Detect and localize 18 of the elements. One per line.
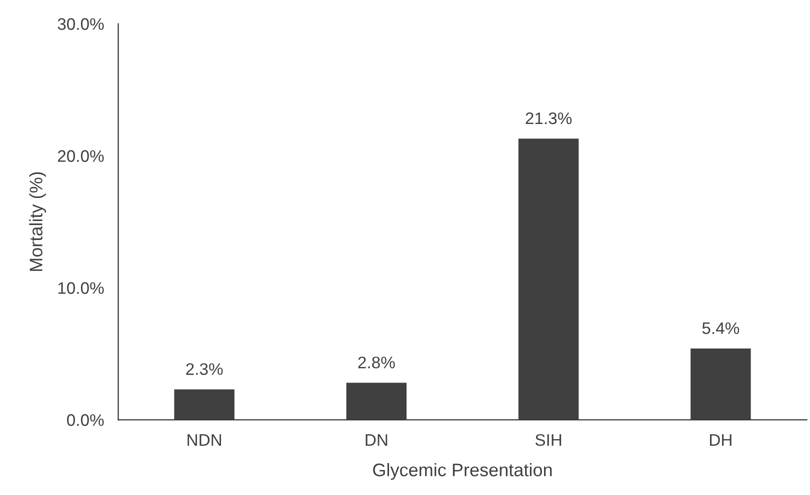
data-label: 2.8%: [358, 356, 395, 368]
y-tick-label: 10.0%: [58, 282, 104, 294]
bar: [518, 138, 579, 420]
x-tick-label: DH: [710, 434, 732, 446]
bar: [346, 382, 407, 420]
x-tick-label: NDN: [188, 434, 222, 446]
x-tick-label: DN: [366, 434, 388, 446]
x-axis-title: Glycemic Presentation: [373, 463, 552, 480]
y-axis-title: Mortality (%): [29, 172, 46, 271]
x-tick-label: SIH: [535, 434, 562, 446]
y-tick-label: 20.0%: [58, 150, 104, 162]
data-label: 5.4%: [702, 322, 740, 334]
data-label: 2.3%: [186, 363, 223, 375]
bar: [690, 348, 751, 420]
y-tick-label: 30.0%: [58, 18, 104, 30]
data-label: 21.3%: [526, 112, 572, 124]
bar: [174, 389, 234, 420]
y-tick-label: 0.0%: [67, 414, 104, 426]
